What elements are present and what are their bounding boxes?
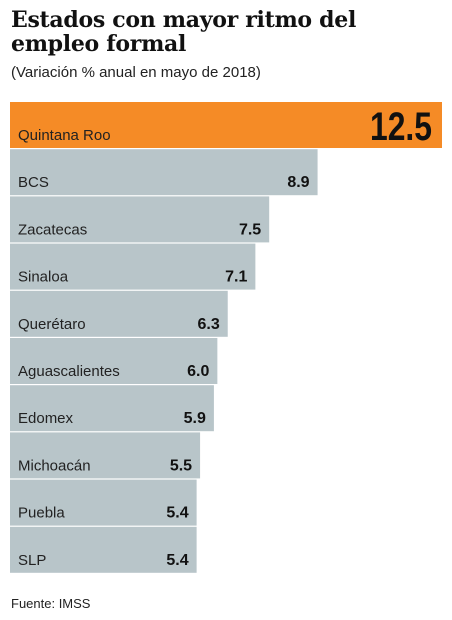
category-label: Zacatecas [18,221,87,238]
category-label: Querétaro [18,316,86,333]
bar-5 [10,290,228,337]
source-note: Fuente: IMSS [11,596,91,611]
bar-4 [10,243,256,290]
value-label: 5.4 [166,552,188,569]
value-label: 7.5 [239,221,261,238]
value-label: 8.9 [287,174,309,191]
category-label: Aguascalientes [18,363,120,380]
category-label: Quintana Roo [18,127,111,144]
bar-10 [10,526,197,573]
value-label: 5.5 [170,457,192,474]
value-label: 5.9 [184,410,206,427]
category-label: Edomex [18,410,74,427]
bar-3 [10,196,270,243]
bar-1 [10,102,442,148]
value-label: 7.1 [225,269,247,286]
bar-9 [10,479,197,526]
category-label: BCS [18,174,49,191]
value-label: 5.4 [166,505,188,522]
bar-7 [10,385,214,432]
bar-2 [10,149,318,196]
bar-6 [10,338,218,384]
category-label: Puebla [18,505,65,522]
chart-subtitle: (Variación % anual en mayo de 2018) [11,64,261,81]
category-label: SLP [18,552,46,569]
value-label: 6.3 [197,316,219,333]
bar-8 [10,432,201,479]
category-label: Sinaloa [18,269,69,286]
value-label: 6.0 [187,363,209,380]
value-label: 12.5 [370,105,432,149]
category-label: Michoacán [18,457,91,474]
chart-title: Estados con mayor ritmo del empleo forma… [11,7,356,57]
